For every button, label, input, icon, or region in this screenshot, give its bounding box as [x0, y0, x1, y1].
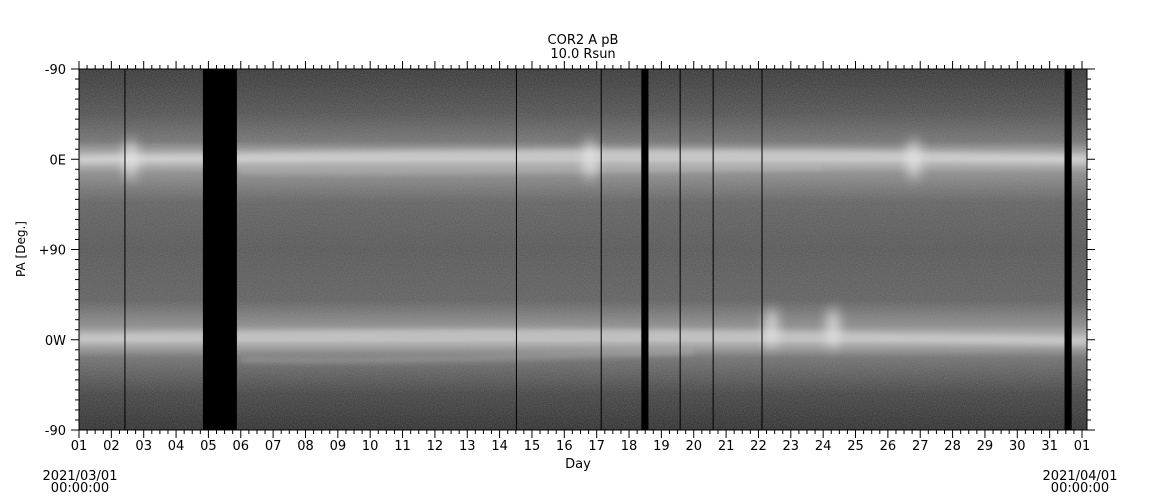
x-tick-label: 06	[233, 439, 250, 454]
x-tick-label: 23	[783, 439, 800, 454]
x-axis: 01 02 03 04 05 06 07 08 09 10 11 12 13 14 15 16 17 18 19 20…	[71, 61, 1091, 454]
image-noise	[79, 69, 1087, 430]
x-tick-label: 17	[588, 439, 605, 454]
chart-subtitle: 10.0 Rsun	[550, 47, 615, 62]
start-time: 00:00:00	[51, 481, 109, 496]
x-tick-label: 19	[653, 439, 670, 454]
x-tick-label: 14	[491, 439, 508, 454]
end-date: 2021/04/01	[1043, 469, 1118, 484]
x-tick-label: 11	[394, 439, 411, 454]
x-tick-label: 27	[912, 439, 929, 454]
x-tick-label: 18	[621, 439, 638, 454]
y-tick-label: -90	[45, 63, 66, 78]
x-tick-label: 05	[200, 439, 217, 454]
x-tick-label: 08	[297, 439, 314, 454]
x-tick-label: 22	[750, 439, 767, 454]
x-tick-label: 16	[556, 439, 573, 454]
x-tick-label: 24	[815, 439, 832, 454]
x-tick-label: 20	[685, 439, 702, 454]
y-tick-label: +90	[39, 244, 66, 259]
data-gap	[202, 69, 237, 430]
end-time: 00:00:00	[1051, 481, 1109, 496]
x-tick-label: 04	[168, 439, 185, 454]
x-tick-label: 21	[718, 439, 735, 454]
x-tick-label: 12	[427, 439, 444, 454]
x-tick-label: 03	[135, 439, 152, 454]
x-tick-label: 02	[103, 439, 120, 454]
x-tick-label: 09	[330, 439, 347, 454]
y-axis-label: PA [Deg.]	[14, 221, 28, 277]
y-axis: -90 0E +90 0W -90	[39, 63, 1095, 439]
x-tick-label: 25	[847, 439, 864, 454]
y-tick-label: 0E	[50, 153, 67, 168]
x-tick-label: 28	[944, 439, 961, 454]
data-gap	[1064, 69, 1072, 430]
x-tick-label: 26	[880, 439, 897, 454]
x-tick-label: 07	[265, 439, 282, 454]
pb-image	[78, 69, 1088, 430]
x-tick-label: 15	[524, 439, 541, 454]
x-tick-label: 30	[1009, 439, 1026, 454]
start-date: 2021/03/01	[43, 469, 118, 484]
x-tick-label: 10	[362, 439, 379, 454]
x-tick-label: 31	[1041, 439, 1058, 454]
data-gap	[641, 69, 649, 430]
x-tick-label: 01	[71, 439, 88, 454]
chart-title: COR2 A pB	[548, 33, 619, 48]
x-tick-label: 29	[977, 439, 994, 454]
x-tick-label: 13	[459, 439, 476, 454]
y-tick-label: 0W	[45, 334, 66, 349]
x-axis-label: Day	[565, 457, 591, 472]
y-tick-label: -90	[45, 424, 66, 439]
x-tick-label: 01	[1074, 439, 1091, 454]
